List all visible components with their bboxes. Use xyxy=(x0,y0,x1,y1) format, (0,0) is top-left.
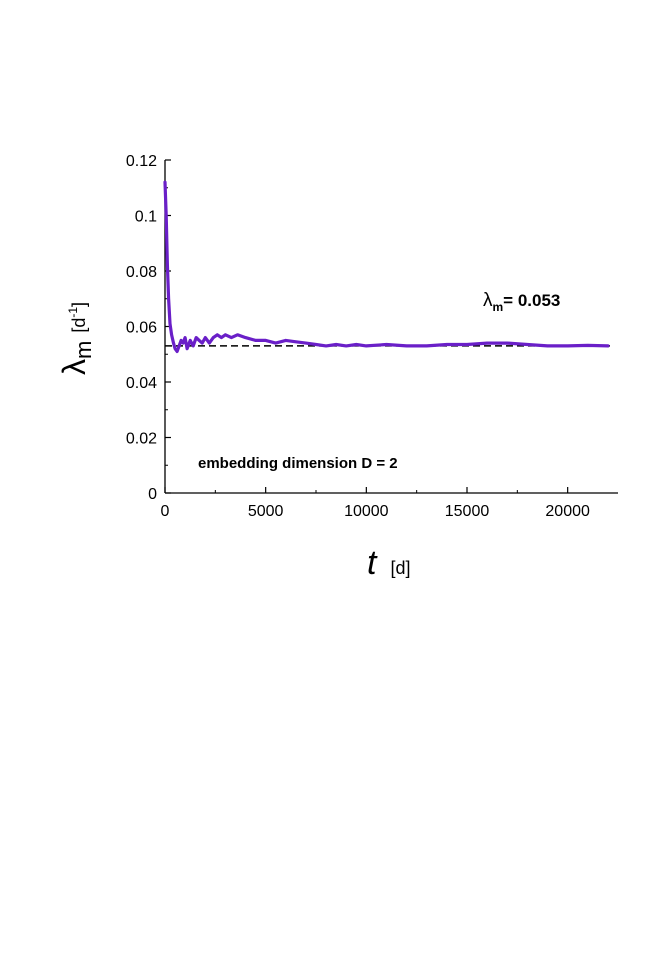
x-axis-unit: [d] xyxy=(390,558,410,578)
x-tick-label: 15000 xyxy=(445,503,490,520)
x-axis-title: t [d] xyxy=(367,544,410,582)
y-axis-unit-sup: -1 xyxy=(66,307,80,318)
y-axis-unit-base: [d xyxy=(69,318,89,333)
lambda-annotation: λm= 0.053 xyxy=(483,290,560,314)
embedding-annotation: embedding dimension D = 2 xyxy=(198,455,398,472)
y-axis-title: λm [d-1] xyxy=(56,302,96,375)
y-axis-title-group: λm [d-1] xyxy=(56,302,96,375)
x-tick-label: 5000 xyxy=(248,503,284,520)
y-tick-label: 0.04 xyxy=(126,375,157,392)
y-tick-label: 0.02 xyxy=(126,431,157,448)
y-axis-unit-close: ] xyxy=(69,302,89,307)
y-axis-subscript: m xyxy=(71,341,96,359)
x-tick-label: 0 xyxy=(161,503,170,520)
lambda-annotation-value: = 0.053 xyxy=(503,291,560,310)
plot-area: 0 0.02 0.04 0.06 0.08 0.1 0.12 0 5000 10000 15000… xyxy=(126,153,618,520)
x-tick-label: 20000 xyxy=(545,503,590,520)
y-axis-symbol: λ xyxy=(56,359,92,375)
x-axis-symbol: t xyxy=(367,544,378,582)
lambda-annotation-subscript: m xyxy=(493,300,504,314)
y-tick-label: 0.12 xyxy=(126,153,157,170)
lambda-annotation-symbol: λ xyxy=(483,290,493,311)
y-tick-label: 0.08 xyxy=(126,264,157,281)
y-tick-label: 0.06 xyxy=(126,320,157,337)
y-ticks: 0 0.02 0.04 0.06 0.08 0.1 0.12 xyxy=(126,153,171,503)
series-line xyxy=(163,180,610,354)
y-tick-label: 0.1 xyxy=(135,209,157,226)
y-tick-label: 0 xyxy=(148,486,157,503)
x-ticks: 0 5000 10000 15000 20000 xyxy=(161,487,590,520)
x-tick-label: 10000 xyxy=(344,503,389,520)
